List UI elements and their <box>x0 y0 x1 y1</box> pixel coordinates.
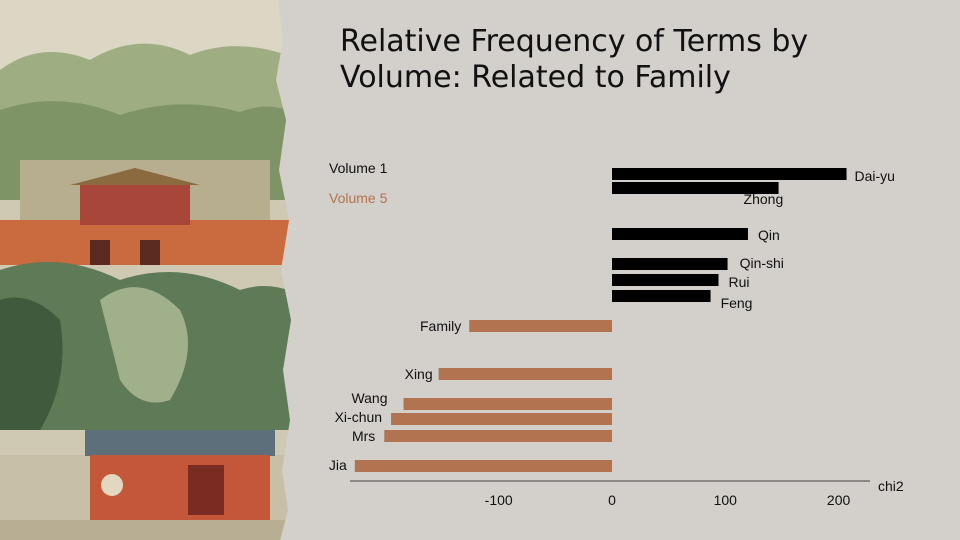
x-axis-label: chi2 <box>878 478 904 494</box>
bar-qin <box>612 228 748 240</box>
bar-feng <box>612 290 711 302</box>
bar-label-jia: Jia <box>329 457 347 473</box>
bar-chart: chi2 -100 0 100 200 Dai-yu Zhong Qin Qin-shi Ru… <box>329 168 904 508</box>
legend-volume-5: Volume 5 <box>329 190 388 206</box>
landscape-painting-image <box>0 0 291 540</box>
bar-label-xi-chun: Xi-chun <box>335 409 382 425</box>
legend-volume-1: Volume 1 <box>329 160 388 176</box>
bar-label-xing: Xing <box>405 366 433 382</box>
bar-dai-yu <box>612 168 847 180</box>
bar-label-dai-yu: Dai-yu <box>855 168 895 184</box>
bar-jia <box>354 460 612 472</box>
bar-label-qin-shi: Qin-shi <box>740 255 784 271</box>
bar-label-qin: Qin <box>758 227 780 243</box>
chart-title: Relative Frequency of Terms by Volume: R… <box>340 24 809 95</box>
bar-label-mrs: Mrs <box>352 428 375 444</box>
bar-label-rui: Rui <box>729 274 750 290</box>
bar-wang <box>403 398 612 410</box>
bar-qin-shi <box>612 258 728 270</box>
bar-label-family: Family <box>420 318 461 334</box>
x-tick-label: 0 <box>608 492 616 508</box>
bar-label-wang: Wang <box>351 390 387 406</box>
bar-xing <box>438 368 612 380</box>
bar-label-zhong: Zhong <box>744 191 784 207</box>
bar-family <box>469 320 612 332</box>
bar-zhong <box>612 182 779 194</box>
bar-rui <box>612 274 719 286</box>
x-tick-label: 200 <box>827 492 851 508</box>
x-tick-label: 100 <box>714 492 738 508</box>
bar-xi-chun <box>391 413 612 425</box>
bar-label-feng: Feng <box>721 295 753 311</box>
x-tick-label: -100 <box>485 492 513 508</box>
bar-mrs <box>384 430 612 442</box>
